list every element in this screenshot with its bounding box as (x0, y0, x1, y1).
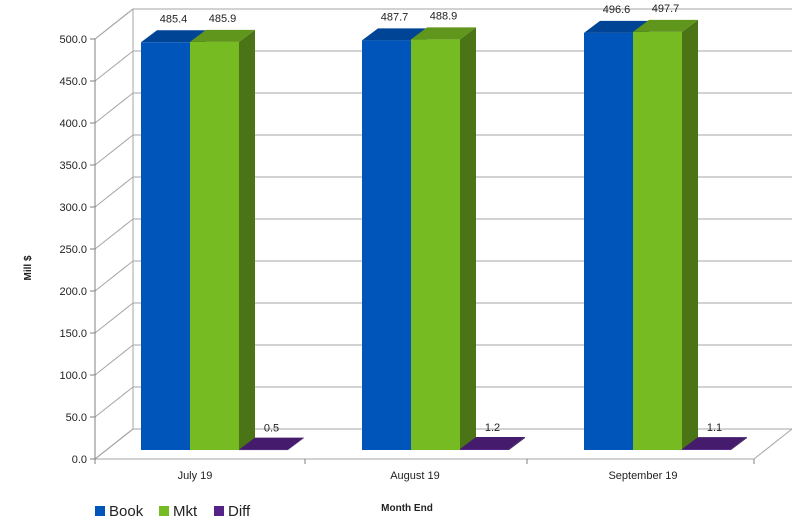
bar-front (411, 39, 460, 450)
x-axis-categories: July 19 August 19 September 19 (94, 459, 755, 482)
bars (141, 19, 747, 451)
bar-side (460, 27, 476, 450)
bar-top (411, 27, 476, 40)
bar-top (239, 437, 304, 450)
data-label: 1.1 (707, 422, 722, 434)
bar-side (239, 29, 255, 451)
bar-side (731, 437, 747, 450)
y-tick-label: 50.0 (66, 412, 87, 424)
y-tick-label: 400.0 (59, 118, 87, 130)
bar-diff-july-19 (239, 437, 304, 451)
bar-top (141, 30, 206, 43)
gridline (94, 218, 134, 250)
data-label: 488.9 (430, 10, 458, 22)
bar-front (239, 449, 288, 451)
gridline (94, 92, 134, 124)
bar-side (682, 19, 698, 450)
bar-top (190, 29, 255, 42)
bar-top (460, 436, 525, 449)
data-label: 487.7 (381, 11, 409, 23)
x-category-label: July 19 (178, 470, 213, 482)
data-label: 497.7 (652, 3, 680, 15)
bar-diff-august-19 (460, 436, 525, 450)
bar-mkt-july-19 (190, 29, 255, 451)
bar-side (288, 437, 304, 450)
legend-swatch (95, 506, 105, 516)
gridline (94, 8, 134, 40)
legend-label: Book (109, 503, 144, 520)
legend-label: Mkt (173, 503, 198, 520)
bar-front (141, 42, 190, 450)
bar-mkt-august-19 (411, 27, 476, 450)
data-labels: 485.4 485.9 0.5 487.7 488.9 1.2 496.6 497.7 1.1 (160, 3, 722, 435)
bar-front (362, 40, 411, 450)
gridline (94, 50, 134, 82)
x-axis-title: Month End (381, 503, 433, 514)
y-tick-label: 450.0 (59, 76, 87, 88)
bar-top (584, 20, 649, 33)
data-label: 0.5 (264, 423, 279, 435)
bar-side (509, 436, 525, 450)
legend-swatch (159, 506, 169, 516)
gridline (94, 344, 134, 376)
x-category-label: August 19 (390, 470, 440, 482)
legend: Book Mkt Diff (95, 503, 251, 520)
y-tick-label: 0.0 (72, 454, 87, 466)
legend-label: Diff (228, 503, 251, 520)
bar-front (460, 448, 509, 450)
legend-item-diff: Diff (214, 503, 251, 520)
legend-swatch (214, 506, 224, 516)
data-label: 485.9 (209, 13, 237, 25)
bar-front (584, 32, 633, 451)
legend-item-mkt: Mkt (159, 503, 198, 520)
y-tick-label: 100.0 (59, 370, 87, 382)
y-tick-label: 350.0 (59, 160, 87, 172)
data-label: 496.6 (603, 4, 631, 16)
legend-item-book: Book (95, 503, 144, 520)
bar-diff-september-19 (682, 437, 747, 450)
bar-top (682, 437, 747, 450)
y-axis-ticks: 0.0 50.0 100.0 150.0 200.0 250.0 300.0 350.0 400… (59, 34, 96, 466)
gridline (94, 302, 134, 334)
gridline (94, 176, 134, 208)
y-tick-label: 250.0 (59, 244, 87, 256)
bar-front (633, 31, 682, 450)
y-tick-label: 200.0 (59, 286, 87, 298)
bar-top (633, 19, 698, 32)
gridline (94, 386, 134, 418)
y-tick-label: 150.0 (59, 328, 87, 340)
data-label: 1.2 (485, 422, 500, 434)
bar-front (190, 41, 239, 451)
y-axis-title: Mill $ (23, 255, 34, 280)
bar-front (682, 449, 731, 450)
bar-top (362, 28, 427, 41)
gridline (94, 260, 134, 292)
x-category-label: September 19 (608, 470, 677, 482)
data-label: 485.4 (160, 13, 188, 25)
bar-mkt-september-19 (633, 19, 698, 450)
gridline (94, 428, 134, 460)
y-tick-label: 300.0 (59, 202, 87, 214)
gridline (94, 134, 134, 166)
y-tick-label: 500.0 (59, 34, 87, 46)
